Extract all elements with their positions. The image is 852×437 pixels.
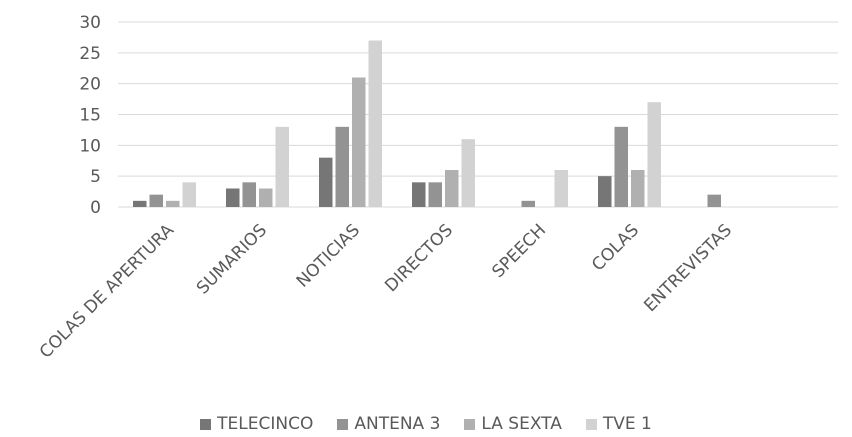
bar-tve-1 [182,182,196,207]
x-tick-label: COLAS DE APERTURA [36,220,178,362]
bar-la-sexta [631,170,645,207]
bar-la-sexta [259,188,273,207]
bar-telecinco [598,176,612,207]
bar-antena-3 [242,182,256,207]
y-tick-label: 5 [90,167,101,187]
chart-legend: TELECINCO ANTENA 3 LA SEXTA TVE 1 [0,412,852,436]
legend-item-tve1: TVE 1 [585,414,652,434]
legend-swatch-antena3 [337,418,349,430]
legend-label-tve1: TVE 1 [602,414,652,434]
legend-swatch-telecinco [200,418,212,430]
y-tick-label: 15 [79,106,101,126]
legend-swatch-tve1 [585,418,597,430]
bar-tve-1 [461,139,475,207]
x-tick-label: ENTREVISTAS [640,220,736,316]
x-tick-label: NOTICIAS [293,220,364,291]
bar-la-sexta [445,170,459,207]
y-tick-label: 30 [79,13,101,33]
bar-tve-1 [275,126,289,207]
bar-tve-1 [554,170,568,207]
y-tick-label: 10 [79,136,101,156]
x-tick-label: COLAS [588,220,643,275]
legend-item-antena3: ANTENA 3 [337,414,440,434]
legend-item-telecinco: TELECINCO [200,414,313,434]
y-tick-label: 0 [90,198,101,218]
y-tick-label: 25 [79,44,101,64]
bar-telecinco [133,200,147,207]
bar-tve-1 [368,40,382,207]
legend-swatch-lasexta [464,418,476,430]
legend-label-antena3: ANTENA 3 [354,414,441,434]
legend-label-lasexta: LA SEXTA [481,414,562,434]
bar-tve-1 [647,102,661,207]
bar-telecinco [319,157,333,207]
bar-antena-3 [614,126,628,207]
bar-antena-3 [707,194,721,207]
bar-la-sexta [166,200,180,207]
bar-antena-3 [521,200,535,207]
bar-antena-3 [428,182,442,207]
y-tick-label: 20 [79,75,101,95]
x-tick-label: SUMARIOS [193,220,271,298]
legend-label-telecinco: TELECINCO [217,414,314,434]
bar-telecinco [226,188,240,207]
bar-antena-3 [149,194,163,207]
x-tick-label: DIRECTOS [381,220,457,296]
bar-telecinco [412,182,426,207]
x-tick-label: SPEECH [488,220,550,282]
legend-item-lasexta: LA SEXTA [464,414,562,434]
bar-antena-3 [335,126,349,207]
bar-la-sexta [352,77,366,207]
bar-chart: 0 5 10 15 20 25 30 COLAS DE APERTURA SUMARIOS NOT… [36,13,838,362]
